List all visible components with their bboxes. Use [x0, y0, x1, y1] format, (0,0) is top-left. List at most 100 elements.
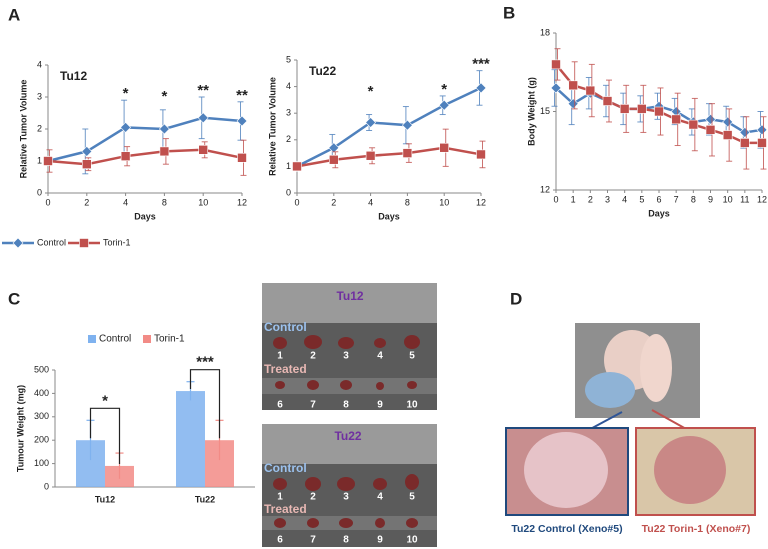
photo-number: 10: [406, 535, 418, 546]
point: [120, 121, 132, 133]
photo-number: 1: [277, 351, 283, 362]
point: [722, 130, 733, 140]
x-axis-title: Days: [378, 211, 400, 221]
x-tick-label: 8: [162, 197, 167, 207]
y-axis-title: Relative Tumor Volume: [267, 77, 277, 176]
x-tick-label: 4: [368, 197, 373, 207]
significance: **: [236, 87, 248, 104]
photo-control: [505, 427, 629, 516]
legend-label: Control: [37, 237, 66, 247]
point: [757, 138, 767, 148]
photo-number: 1: [277, 492, 283, 503]
point: [739, 127, 751, 138]
point: [475, 82, 487, 94]
significance-bracket: [89, 407, 121, 464]
point: [688, 119, 699, 130]
significance-bracket: [189, 369, 221, 439]
significance: *: [368, 83, 374, 100]
photo-number: 5: [409, 351, 415, 362]
legend-swatch: [88, 335, 96, 343]
x-tick-label: 12: [476, 197, 486, 207]
point: [365, 117, 377, 128]
x-tick-label: 0: [553, 194, 558, 204]
photo-number: 9: [377, 535, 383, 546]
y-tick-label: 3: [286, 108, 291, 118]
x-tick-label: 1: [571, 194, 576, 204]
legend-label: Control: [99, 334, 131, 345]
glove: [585, 372, 635, 408]
x-tick-label: 8: [405, 197, 410, 207]
photo-mice: [569, 323, 707, 441]
photo-number: 3: [343, 492, 349, 503]
point: [476, 149, 486, 160]
x-tick-label: 9: [708, 194, 713, 204]
photo-number: 6: [277, 400, 283, 411]
y-tick-label: 3: [37, 91, 42, 101]
point: [81, 145, 93, 157]
x-tick-label: 4: [123, 197, 128, 207]
tumor: [524, 432, 608, 508]
photo-caption: Tu22 Torin-1 (Xeno#7): [642, 523, 751, 535]
y-tick-label: 0: [286, 187, 291, 197]
bar: [176, 391, 205, 487]
point: [722, 116, 734, 128]
point: [671, 114, 681, 125]
x-tick-label: 12: [757, 194, 767, 204]
point: [120, 151, 131, 161]
photo-number: 8: [343, 535, 349, 546]
photo-row-label: Control: [264, 461, 307, 475]
point: [705, 125, 716, 135]
point: [43, 156, 53, 166]
point: [619, 104, 630, 114]
x-axis-title: Days: [648, 208, 670, 218]
point: [402, 148, 413, 158]
x-tick-label: 0: [294, 197, 299, 207]
point: [237, 153, 247, 163]
photo-number: 2: [310, 351, 316, 362]
legend-marker: [12, 237, 24, 249]
point: [328, 142, 340, 154]
tumors: [273, 474, 419, 528]
x-axis-title: Days: [134, 211, 156, 221]
photo-number: 4: [377, 492, 383, 503]
line-series: [296, 86, 482, 168]
y-axis-title: Body Weight (g): [526, 77, 536, 146]
ruler: [262, 424, 437, 464]
panel-label: A: [8, 5, 20, 24]
x-tick-label: 10: [723, 194, 733, 204]
point: [654, 106, 664, 117]
legend-marker: [79, 238, 89, 248]
photo-number: 5: [409, 492, 415, 503]
x-tick-label: 8: [691, 194, 696, 204]
point: [198, 145, 208, 155]
photo-number: 4: [377, 351, 383, 362]
point: [365, 150, 376, 161]
y-tick-label: 1: [37, 155, 42, 165]
x-tick-label: 3: [605, 194, 610, 204]
point: [550, 82, 562, 94]
photo-treated: [635, 427, 756, 516]
photo-row-label: Treated: [264, 362, 307, 376]
significance: ***: [472, 56, 490, 73]
y-tick-label: 15: [540, 106, 550, 116]
line-series: [47, 116, 243, 163]
mouse: [640, 334, 672, 402]
x-tick-label: 0: [45, 197, 50, 207]
y-tick-label: 1: [286, 161, 291, 171]
x-tick-label: Tu12: [95, 494, 115, 504]
x-tick-label: 5: [639, 194, 644, 204]
x-tick-label: 2: [588, 194, 593, 204]
x-tick-label: 2: [84, 197, 89, 207]
y-tick-label: 200: [34, 435, 49, 445]
y-tick-label: 100: [34, 458, 49, 468]
photo-number: 10: [406, 400, 418, 411]
significance: *: [161, 88, 167, 105]
line-series: [47, 148, 243, 166]
y-tick-label: 400: [34, 388, 49, 398]
point: [585, 85, 596, 96]
y-tick-label: 0: [37, 187, 42, 197]
point: [197, 112, 209, 124]
point: [439, 142, 450, 153]
y-tick-label: 300: [34, 411, 49, 421]
